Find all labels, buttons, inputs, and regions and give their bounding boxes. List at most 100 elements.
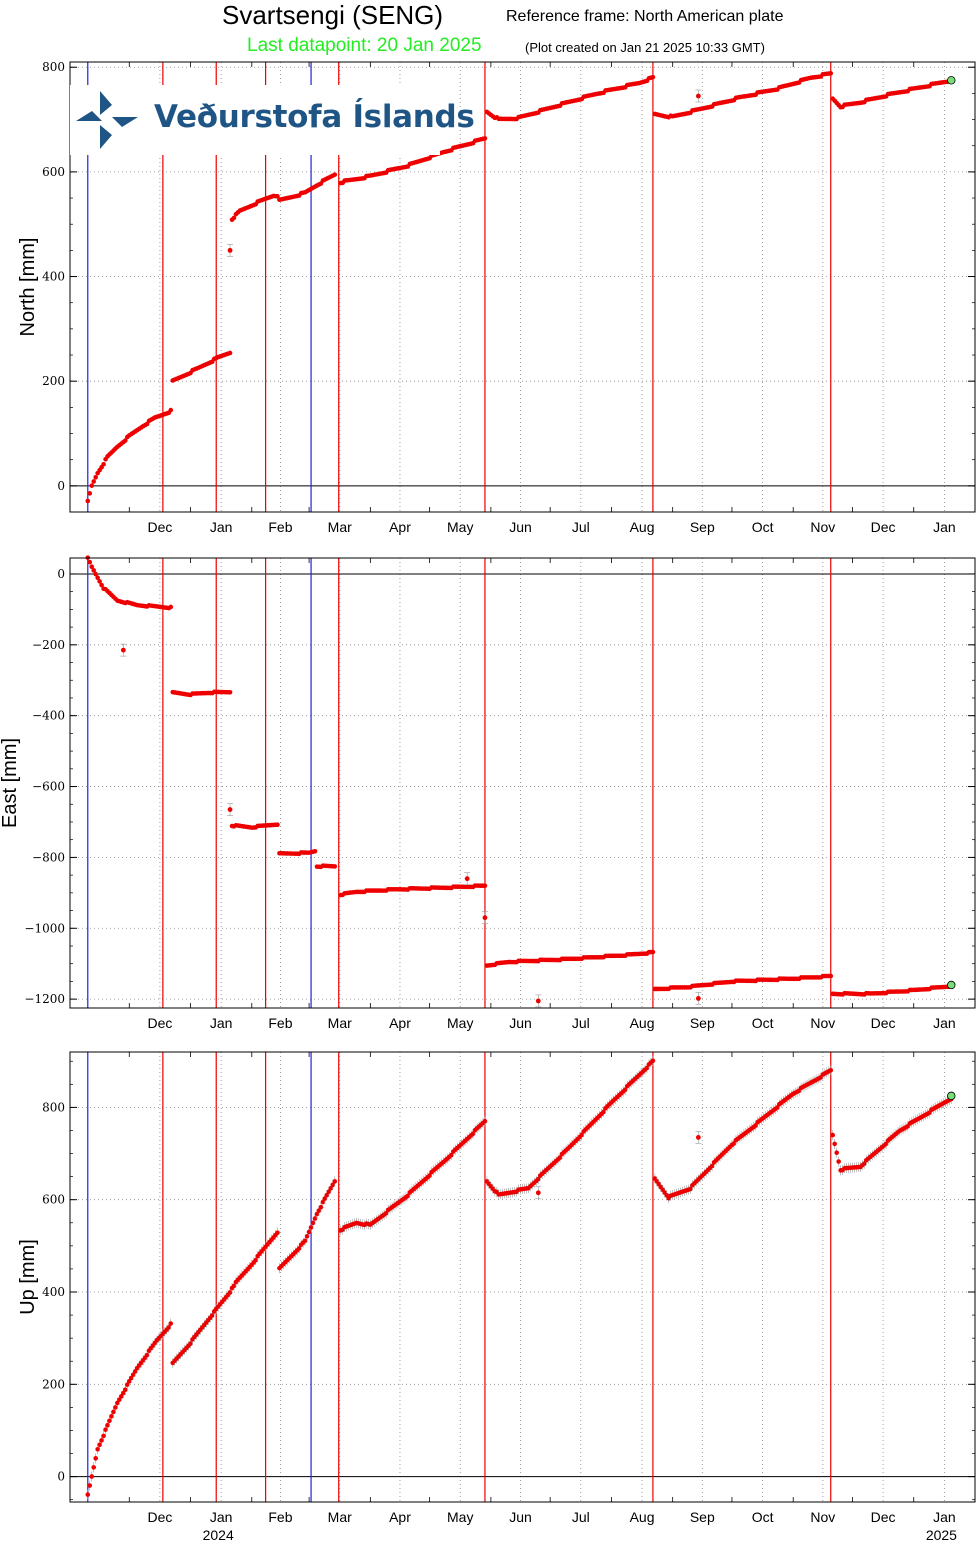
y-tick-label: −400 [32, 709, 65, 723]
y-tick-label: 0 [57, 1470, 65, 1484]
y-tick-label: 600 [42, 165, 65, 179]
y-tick-label: 800 [42, 1100, 65, 1114]
data-point [123, 1387, 128, 1393]
outlier-point [695, 996, 701, 1001]
data-point [101, 461, 106, 467]
x-tick-label: Dec [871, 1015, 896, 1031]
data-point [324, 1192, 330, 1198]
x-tick-label: Mar [328, 1509, 352, 1525]
data-point [828, 71, 834, 76]
data-point [482, 136, 488, 141]
data-point [101, 1433, 106, 1439]
x-tick-label: May [447, 1015, 473, 1031]
data-point [227, 1290, 233, 1295]
y-tick-label: 400 [42, 1285, 65, 1299]
last-data-point [947, 76, 956, 85]
data-point [115, 1400, 120, 1406]
data-point [231, 1283, 237, 1289]
data-point [227, 350, 233, 356]
x-tick-label: Jul [572, 1509, 590, 1525]
data-point [316, 1208, 322, 1213]
data-point [318, 1204, 324, 1210]
vedurstofa-logo-icon [76, 91, 138, 149]
y-tick-label: −800 [32, 850, 65, 864]
data-point [89, 1474, 95, 1479]
data-point [449, 1152, 454, 1158]
y-tick-label: 600 [42, 1193, 65, 1207]
data-point [330, 1182, 336, 1188]
data-point [688, 1186, 693, 1192]
data-point [275, 1230, 280, 1236]
data-series [85, 555, 954, 1008]
data-point [130, 1372, 136, 1378]
y-tick-label: −200 [32, 638, 65, 652]
x-tick-label: Dec [871, 1509, 896, 1525]
x-year-label: 2024 [203, 1527, 234, 1543]
vedurstofa-logo: Veðurstofa Íslands [70, 85, 475, 155]
x-tick-label: Dec [871, 519, 896, 535]
x-tick-label: Jul [572, 1015, 590, 1031]
data-point [87, 1483, 93, 1488]
x-tick-label: Jul [572, 519, 590, 535]
data-point [650, 1058, 656, 1064]
last-data-point [947, 1091, 956, 1101]
data-point [168, 407, 174, 413]
x-tick-label: Apr [389, 519, 411, 535]
data-point [93, 474, 98, 480]
data-point [314, 1211, 320, 1217]
x-tick-label: Mar [328, 519, 352, 535]
data-point [125, 1382, 130, 1387]
data-point [622, 1087, 628, 1093]
data-point [91, 1465, 97, 1470]
data-point [830, 1132, 836, 1138]
x-tick-label: Oct [752, 1509, 774, 1525]
data-point [91, 479, 97, 484]
data-point [883, 1141, 889, 1147]
data-point [107, 1418, 112, 1424]
y-tick-label: 200 [42, 374, 65, 388]
panel-east: Dec Jan Feb Mar Apr May Jun Jul Aug Sep Oct Nov Dec J… [0, 555, 976, 1031]
panel-up: Dec Jan Feb Mar Apr May Jun Jul Aug Sep Oct Nov Dec J… [17, 1051, 976, 1543]
outlier-point [120, 647, 126, 653]
x-tick-label: Jun [509, 1509, 532, 1525]
data-point [117, 1397, 122, 1402]
y-tick-label: −600 [32, 780, 65, 794]
y-tick-label: −1000 [24, 921, 65, 935]
x-tick-label: Jan [933, 519, 956, 535]
last-datapoint-label: Last datapoint: 20 Jan 2025 [247, 35, 482, 56]
data-point [166, 1325, 172, 1330]
panel-north: Dec Jan Feb Mar Apr May Jun Jul Aug Sep Oct Nov Dec J… [17, 60, 976, 535]
data-point [231, 215, 237, 221]
data-point [834, 1150, 839, 1156]
data-point [306, 1229, 312, 1235]
y-tick-label: −1200 [24, 992, 65, 1006]
data-point [275, 822, 280, 828]
x-tick-label: May [447, 1509, 473, 1525]
outlier-point [464, 876, 470, 882]
chart-header: Svartsengi (SENG) Reference frame: North… [0, 0, 978, 60]
data-point [121, 1390, 126, 1396]
data-point [91, 568, 97, 573]
data-point [557, 1155, 563, 1160]
x-tick-label: Dec [147, 1509, 172, 1525]
data-point [103, 1427, 108, 1432]
outlier-point [535, 1190, 541, 1196]
data-point [105, 1422, 110, 1428]
x-tick-label: Aug [630, 1015, 655, 1031]
y-axis-label: North [mm] [17, 238, 39, 337]
plot-created-label: (Plot created on Jan 21 2025 10:33 GMT) [525, 40, 765, 55]
data-point [312, 848, 318, 854]
x-tick-label: Dec [147, 519, 172, 535]
x-tick-label: Jun [509, 519, 532, 535]
data-point [304, 1233, 310, 1239]
x-tick-label: May [447, 519, 473, 535]
x-tick-label: Jan [210, 1015, 233, 1031]
data-point [93, 1456, 98, 1461]
outlier-point [695, 1134, 701, 1140]
y-tick-label: 200 [42, 1377, 65, 1391]
data-point [644, 1065, 650, 1071]
x-tick-label: Jan [210, 519, 233, 535]
chart-title: Svartsengi (SENG) [222, 0, 444, 30]
data-point [836, 1159, 841, 1164]
